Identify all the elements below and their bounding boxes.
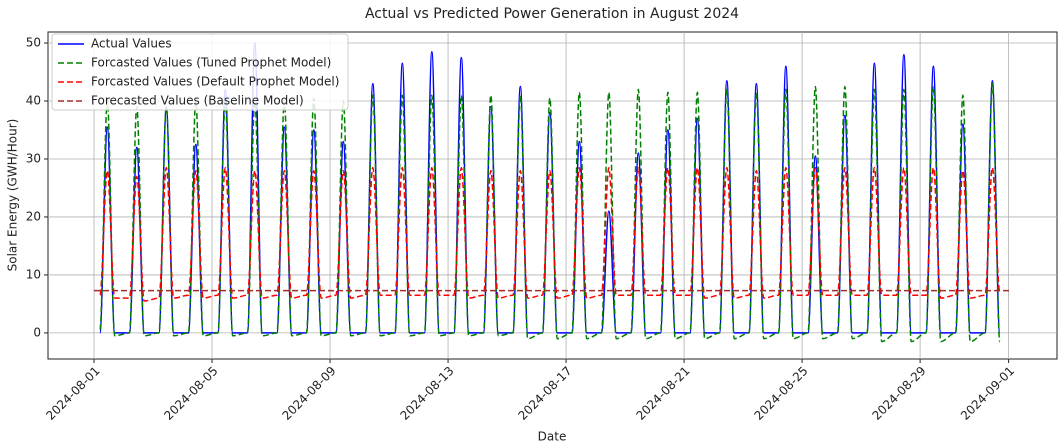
y-tick-label: 30 xyxy=(26,151,41,165)
y-tick-label: 50 xyxy=(26,36,41,50)
y-tick-label: 20 xyxy=(26,209,41,223)
legend-label: Forcasted Values (Tuned Prophet Model) xyxy=(91,56,331,70)
x-tick-label: 2024-08-13 xyxy=(397,364,456,423)
legend-label: Forcasted Values (Default Prophet Model) xyxy=(91,75,339,89)
y-tick-label: 10 xyxy=(26,267,41,281)
x-tick-label: 2024-08-09 xyxy=(279,364,338,423)
legend-label: Forecasted Values (Baseline Model) xyxy=(91,94,304,108)
x-tick-label: 2024-08-21 xyxy=(633,364,692,423)
legend-box xyxy=(51,33,349,111)
series-line xyxy=(99,42,1001,334)
series-line xyxy=(99,166,1001,302)
x-tick-label: 2024-08-29 xyxy=(869,364,928,423)
series-line xyxy=(99,82,1001,343)
x-tick-label: 2024-08-17 xyxy=(515,364,574,423)
x-tick-label: 2024-08-01 xyxy=(43,364,102,423)
chart-title: Actual vs Predicted Power Generation in … xyxy=(365,6,739,22)
x-tick-label: 2024-08-25 xyxy=(751,364,810,423)
x-tick-label: 2024-08-05 xyxy=(161,364,220,423)
x-axis-label: Date xyxy=(538,430,567,444)
y-axis-label: Solar Energy (GWH/Hour) xyxy=(6,119,20,272)
legend: Actual Values Forcasted Values (Tuned Pro… xyxy=(51,33,349,111)
y-tick-label: 40 xyxy=(26,93,41,107)
y-tick-label: 0 xyxy=(33,325,41,339)
plot-frame xyxy=(47,31,1058,360)
legend-label: Actual Values xyxy=(91,37,172,51)
x-tick-label: 2024-09-01 xyxy=(958,364,1017,423)
